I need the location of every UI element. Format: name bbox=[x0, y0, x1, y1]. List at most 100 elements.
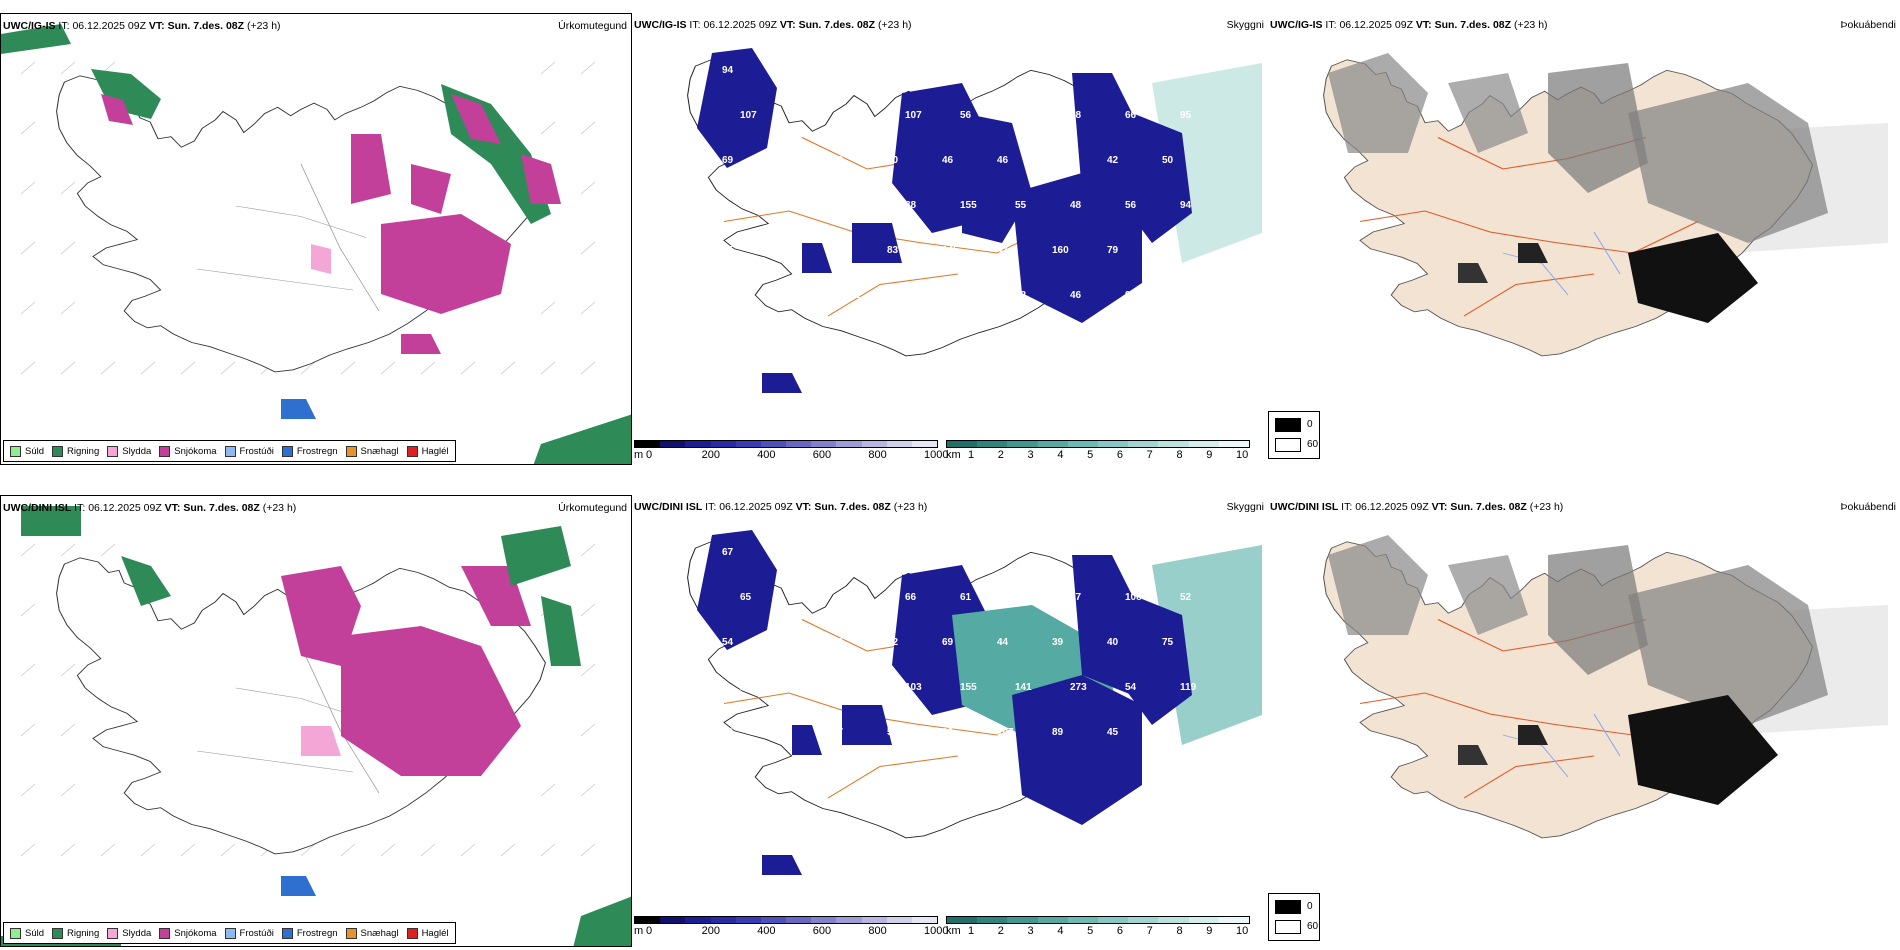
cloud-height-label: 153 bbox=[887, 335, 904, 346]
colorbar-segment bbox=[1158, 441, 1189, 447]
precip-type-panel-row1: UWC/IG-IS IT: 06.12.2025 09Z VT: Sun. 7.… bbox=[0, 13, 632, 465]
colorbar-segment bbox=[710, 917, 736, 923]
colorbar-segment bbox=[1007, 441, 1038, 447]
precip-legend-swatch bbox=[52, 445, 64, 457]
cloud-height-label: 51 bbox=[1052, 155, 1064, 166]
colorbar-tick-label: 9 bbox=[1206, 925, 1213, 937]
cloud-height-label: 67 bbox=[832, 727, 844, 738]
cloud-height-label: 103 bbox=[905, 682, 922, 693]
cloud-height-label: 65 bbox=[722, 245, 734, 256]
colorbar-tick-label: 10 bbox=[1236, 449, 1249, 461]
precip-legend-swatch bbox=[52, 927, 64, 939]
colorbar-segment bbox=[635, 917, 661, 923]
precip-legend: Súld Rigning Slydda Snjókoma Frostúði Frostre… bbox=[3, 440, 456, 462]
fog-label-low: 0 bbox=[1307, 419, 1313, 430]
cloud-height-label: 36 bbox=[1162, 727, 1174, 738]
panel-type-label: Þokuábendi bbox=[1840, 19, 1896, 31]
colorbar-segment bbox=[660, 917, 686, 923]
precip-legend-label: Haglél bbox=[421, 445, 449, 457]
colorbar-segment bbox=[1067, 917, 1099, 923]
cloud-height-label: 70 bbox=[942, 65, 954, 76]
cloud-height-label: 88 bbox=[905, 200, 917, 211]
colorbar-segment bbox=[786, 917, 812, 923]
colorbar-tick-label: 4 bbox=[1057, 925, 1064, 937]
cloud-height-label: 61 bbox=[960, 592, 972, 603]
colorbar-tick-label: 1000 bbox=[924, 449, 949, 461]
cloud-height-label: 107 bbox=[905, 110, 922, 121]
precip-legend-label: Snjókoma bbox=[174, 927, 217, 939]
precip-legend-item: Rigning bbox=[52, 445, 99, 457]
colorbar-segment bbox=[735, 917, 761, 923]
cloud-height-label: 40 bbox=[942, 335, 954, 346]
colorbar-segment bbox=[886, 917, 912, 923]
cloud-height-label: 94 bbox=[1180, 200, 1192, 211]
precip-map bbox=[1, 506, 631, 946]
colorbar-segment bbox=[977, 441, 1008, 447]
colorbar-segment bbox=[1188, 441, 1219, 447]
colorbar-tick-label: 800 bbox=[868, 449, 887, 461]
panel-type-label: Skyggni bbox=[1226, 19, 1264, 31]
cloud-areas bbox=[697, 48, 1192, 393]
colorbar-tick-label: 0 bbox=[646, 925, 653, 937]
precip-legend-label: Snjókoma bbox=[174, 445, 217, 457]
colorbar-tick-label: 8 bbox=[1176, 449, 1183, 461]
cloud-height-label: 70 bbox=[850, 110, 862, 121]
precip-legend-swatch bbox=[224, 927, 236, 939]
cloud-height-label: 72 bbox=[1052, 547, 1064, 558]
cloud-height-label: 66 bbox=[905, 592, 917, 603]
colorbar-tick-label: 600 bbox=[812, 925, 832, 937]
cloud-height-label: 119 bbox=[1180, 682, 1197, 693]
cloud-height-label: 52 bbox=[1180, 592, 1192, 603]
cloud-height-label: 72 bbox=[795, 200, 807, 211]
cloud-height-labels: 94 73 69 38 70 59 55 30 101 107 84 70 107 56 74 48 66 95 6… bbox=[722, 65, 1192, 346]
colorbar-segment bbox=[1037, 441, 1068, 447]
cloud-base-unit: m bbox=[634, 925, 644, 937]
colorbar-tick-label: 1000 bbox=[924, 925, 949, 937]
cloud-height-label: 97 bbox=[795, 682, 807, 693]
colorbar-segment bbox=[947, 441, 978, 447]
fog-legend-row2: 0 60 bbox=[1268, 893, 1320, 941]
cloud-height-label: 273 bbox=[1070, 682, 1087, 693]
precip-map bbox=[1, 24, 631, 464]
cloud-height-label: 69 bbox=[942, 727, 954, 738]
precip-legend-swatch bbox=[107, 927, 119, 939]
colorbar-tick-label: 7 bbox=[1146, 449, 1153, 461]
colorbar-segment bbox=[1098, 917, 1129, 923]
colorbar-tick-label: 400 bbox=[757, 925, 776, 937]
colorbar-segment bbox=[1128, 917, 1159, 923]
cloud-height-label: 79 bbox=[1107, 245, 1119, 256]
colorbar-segment bbox=[760, 441, 787, 447]
precip-legend-item: Snæhagl bbox=[345, 927, 399, 939]
colorbar-tick-label: 1 bbox=[968, 449, 975, 461]
cloud-height-label: 145 bbox=[942, 245, 959, 256]
panel-title: UWC/DINI ISL IT: 06.12.2025 09Z VT: Sun.… bbox=[634, 501, 928, 513]
colorbar-segment bbox=[861, 441, 887, 447]
colorbar-tick-label: 2 bbox=[997, 925, 1004, 937]
colorbar-segment bbox=[861, 917, 887, 923]
precip-legend-item: Slydda bbox=[107, 445, 151, 457]
cloud-height-label: 74 bbox=[1180, 290, 1192, 301]
panel-type-label: Úrkomutegund bbox=[558, 20, 627, 32]
precip-legend-item: Haglél bbox=[406, 927, 449, 939]
precip-legend-label: Frostúði bbox=[239, 445, 274, 457]
cloud-height-label: 87 bbox=[850, 592, 862, 603]
cloud-height-label: 48 bbox=[1070, 200, 1082, 211]
panel-type-label: Skyggni bbox=[1226, 501, 1264, 513]
cloud-height-label: 89 bbox=[1052, 727, 1064, 738]
cloud-height-label: 155 bbox=[960, 682, 977, 693]
precip-legend-label: Snæhagl bbox=[360, 927, 399, 939]
cloud-height-label: 101 bbox=[1162, 65, 1179, 76]
cloud-height-label: 42 bbox=[832, 245, 844, 256]
colorbar-segment bbox=[685, 441, 711, 447]
colorbar-segment bbox=[1098, 441, 1129, 447]
precip-legend-swatch bbox=[224, 445, 236, 457]
precip-legend-label: Frostregn bbox=[296, 927, 338, 939]
cloud-height-label: 155 bbox=[960, 200, 977, 211]
colorbar-segment bbox=[836, 441, 862, 447]
colorbar-segment bbox=[760, 917, 787, 923]
visibility-colorbar bbox=[946, 440, 1250, 448]
cloud-height-label: 48 bbox=[1070, 110, 1082, 121]
fog-areas bbox=[1328, 535, 1828, 805]
cloud-height-label: 75 bbox=[1162, 637, 1174, 648]
colorbar-segment bbox=[836, 917, 862, 923]
